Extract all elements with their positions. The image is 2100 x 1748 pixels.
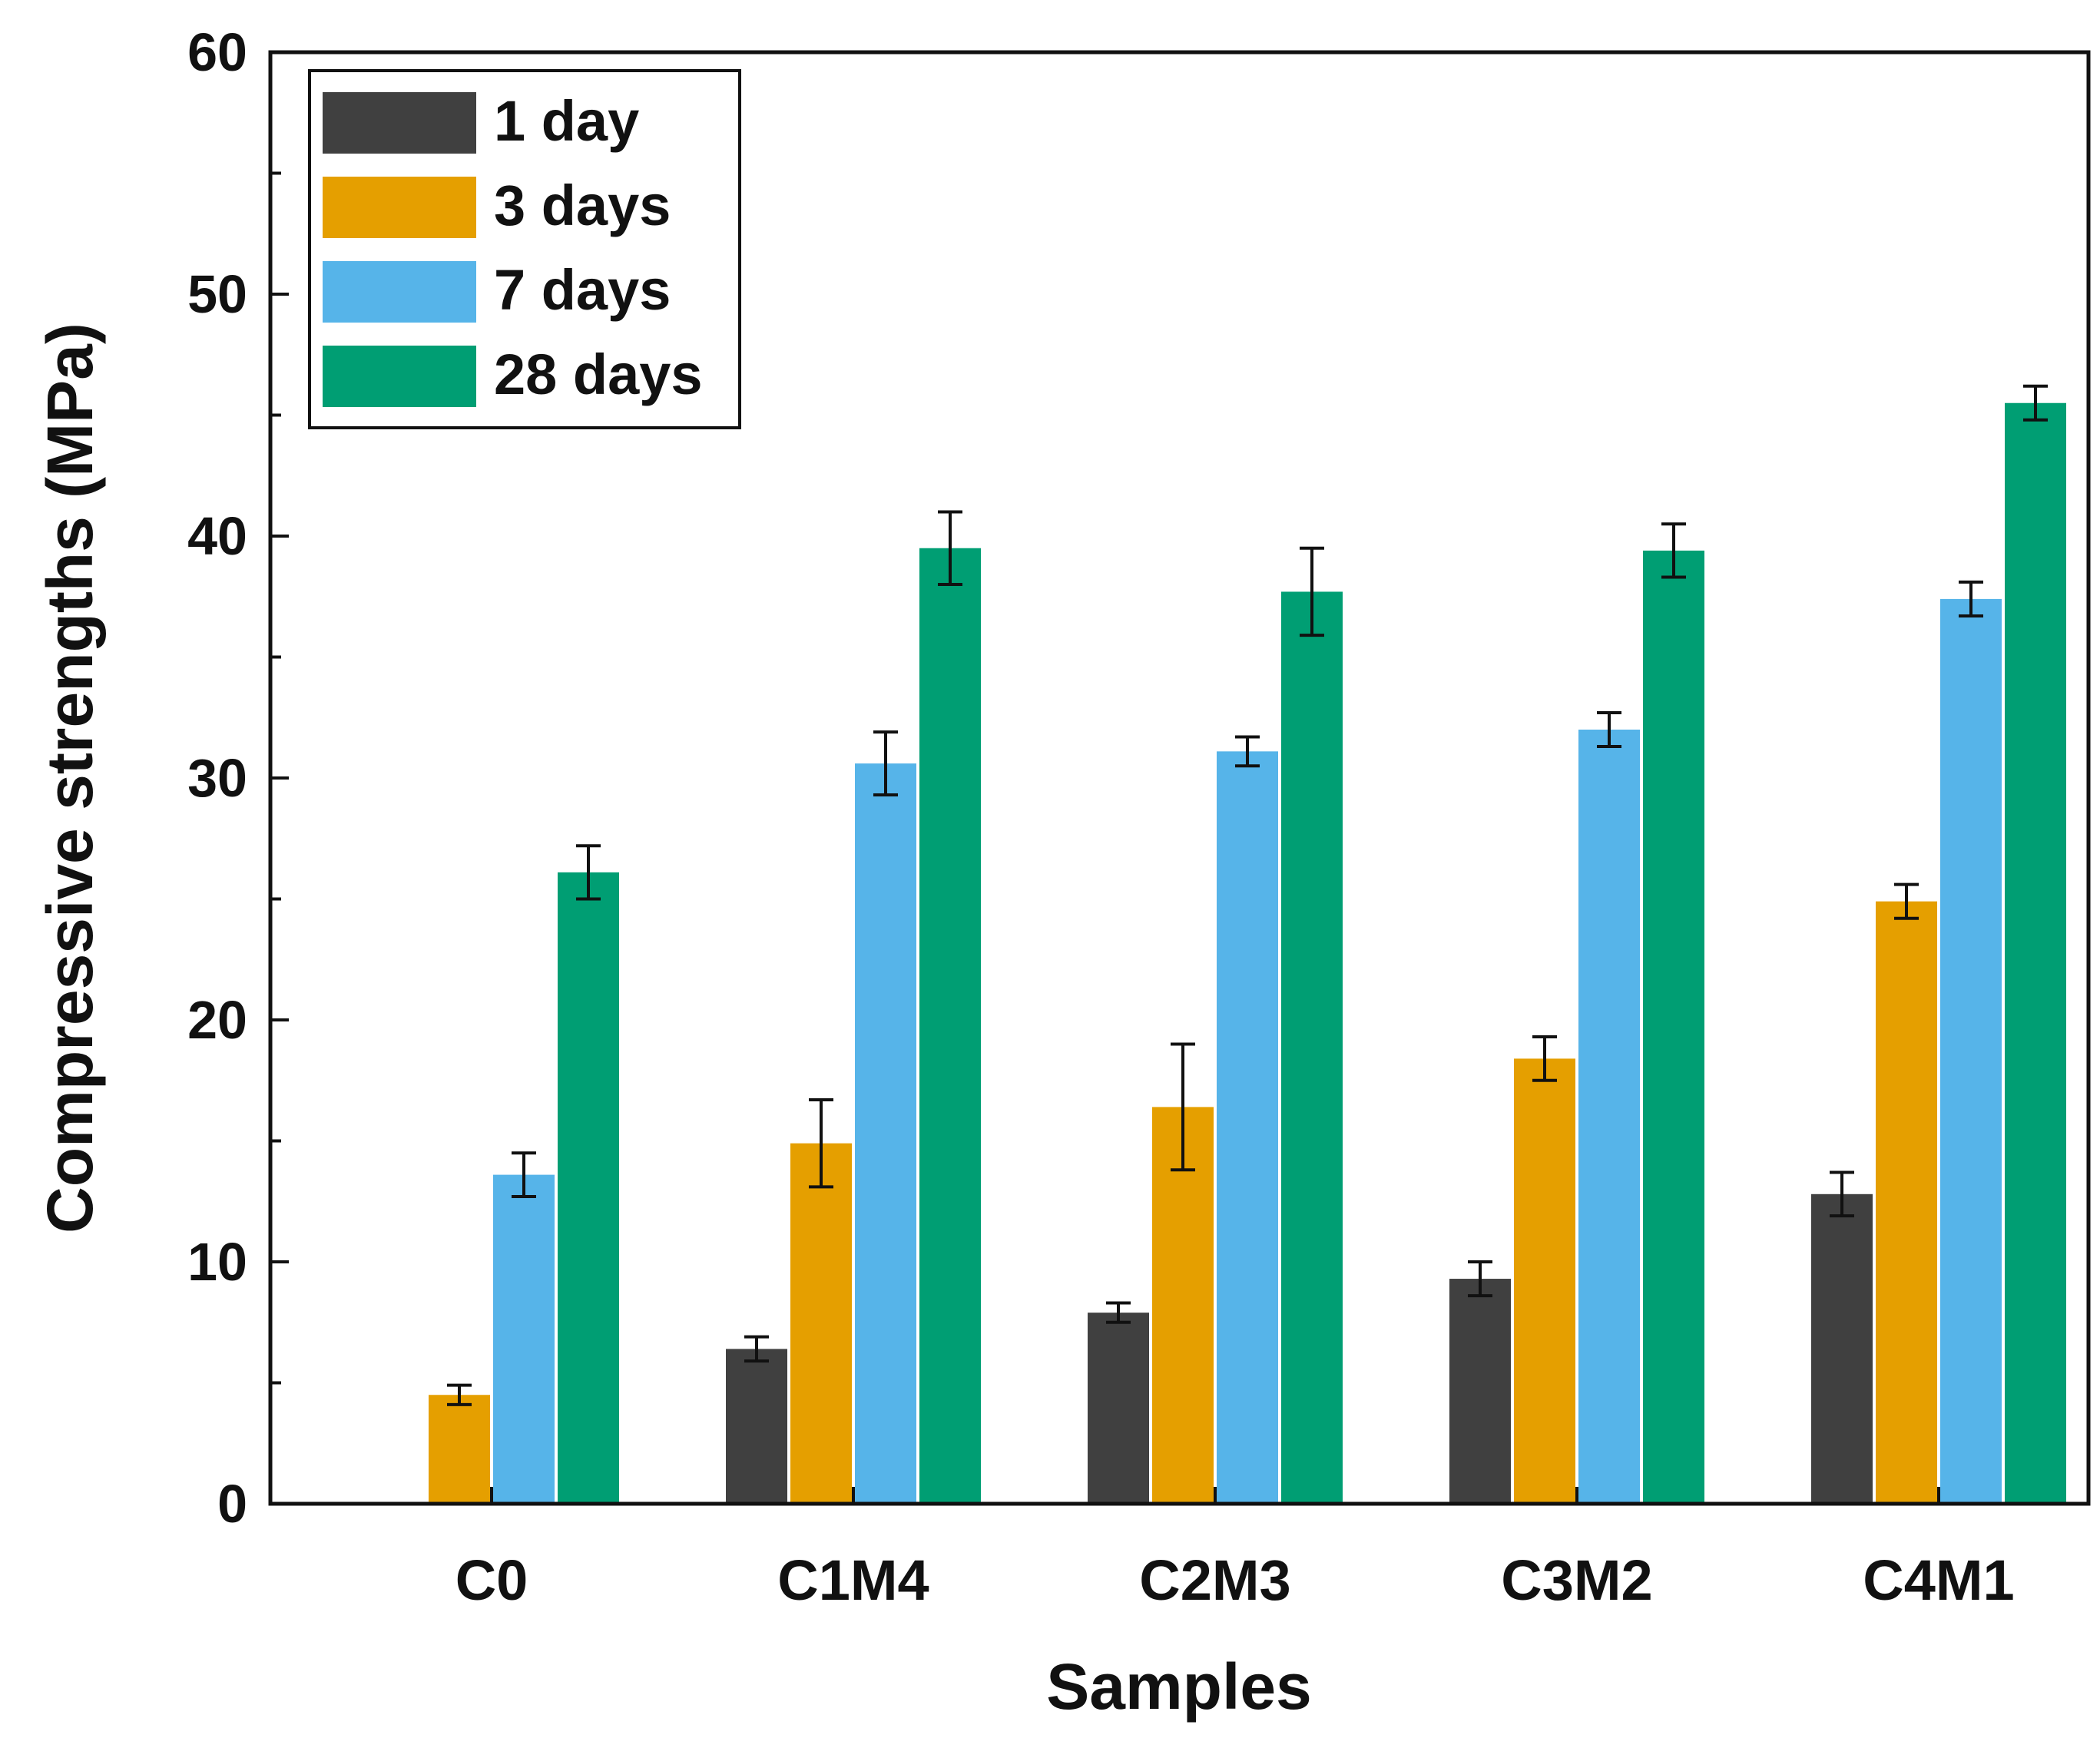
x-tick-label: C3M2 bbox=[1501, 1548, 1652, 1612]
legend-label: 28 days bbox=[494, 343, 703, 406]
bar bbox=[1940, 598, 2002, 1504]
y-tick-label: 50 bbox=[187, 264, 247, 324]
bar bbox=[1088, 1313, 1149, 1504]
bar bbox=[1152, 1107, 1214, 1504]
y-axis-title: Compressive strengths (MPa) bbox=[34, 323, 106, 1233]
y-tick-label: 40 bbox=[187, 506, 247, 566]
x-axis: C0 C1M4 C2M3 C3M2 C4M1 bbox=[455, 1487, 2015, 1612]
error-bars-layer bbox=[447, 384, 2048, 1406]
bar bbox=[493, 1174, 555, 1504]
legend-swatch bbox=[323, 346, 476, 407]
bar bbox=[855, 763, 916, 1504]
x-tick-label: C0 bbox=[455, 1548, 528, 1612]
bar bbox=[429, 1395, 490, 1504]
legend-label: 1 day bbox=[494, 89, 639, 153]
x-tick-label: C2M3 bbox=[1139, 1548, 1290, 1612]
y-tick-label: 20 bbox=[187, 990, 247, 1050]
bar bbox=[1578, 730, 1640, 1504]
bar bbox=[558, 872, 619, 1504]
bar bbox=[1643, 550, 1704, 1504]
legend-swatch bbox=[323, 177, 476, 238]
x-axis-title: Samples bbox=[1046, 1650, 1312, 1723]
legend-swatch bbox=[323, 92, 476, 154]
bar bbox=[1217, 751, 1278, 1504]
bar bbox=[1449, 1279, 1511, 1504]
y-tick-label: 30 bbox=[187, 748, 247, 808]
bar bbox=[1281, 591, 1343, 1505]
bar bbox=[919, 548, 981, 1504]
bar bbox=[1876, 901, 1937, 1504]
bar bbox=[726, 1349, 787, 1504]
x-tick-label: C4M1 bbox=[1863, 1548, 2014, 1612]
bar bbox=[790, 1143, 852, 1504]
y-axis: 0 10 20 30 40 50 60 bbox=[187, 22, 289, 1534]
bar bbox=[1514, 1058, 1575, 1504]
legend: 1 day 3 days 7 days 28 days bbox=[308, 69, 741, 429]
y-tick-label: 0 bbox=[217, 1474, 247, 1534]
bars-layer bbox=[429, 402, 2066, 1505]
y-tick-label: 10 bbox=[187, 1232, 247, 1292]
bar bbox=[2005, 402, 2066, 1504]
legend-label: 7 days bbox=[494, 258, 671, 322]
y-tick-label: 60 bbox=[187, 22, 247, 82]
bar bbox=[1811, 1193, 1873, 1504]
legend-label: 3 days bbox=[494, 174, 671, 237]
legend-swatch bbox=[323, 261, 476, 323]
x-tick-label: C1M4 bbox=[777, 1548, 929, 1612]
